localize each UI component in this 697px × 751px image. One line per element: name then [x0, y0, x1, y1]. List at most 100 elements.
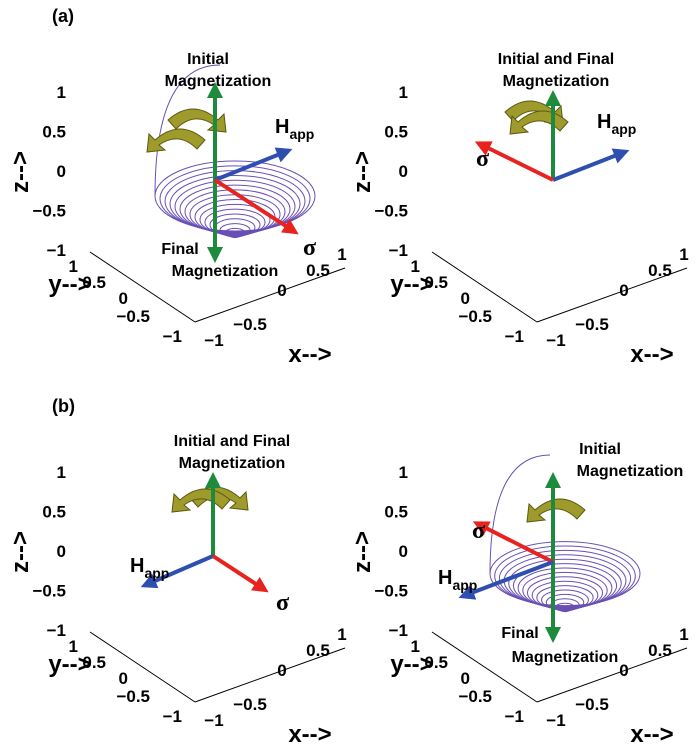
annotation: Final	[161, 241, 198, 258]
x-tick-label: 0.5	[306, 641, 330, 660]
y-tick-label: 0	[461, 669, 470, 688]
y-axis-label: y-->	[48, 271, 91, 298]
x-tick-label: −1	[546, 711, 565, 730]
y-tick-label: −1	[163, 707, 182, 726]
field-symbol: H	[130, 555, 144, 577]
z-tick-label: −1	[389, 621, 408, 640]
x-tick-label: −0.5	[233, 695, 267, 714]
field-label: Happ	[438, 567, 477, 593]
y-axis-label: y-->	[390, 651, 433, 678]
annotation: Final	[501, 625, 538, 642]
annotation: Initial	[579, 441, 621, 458]
z-tick-label: 0.5	[42, 123, 66, 142]
z-tick-label: −1	[47, 621, 66, 640]
x-tick-label: 0	[277, 281, 286, 300]
x-tick-label: −1	[204, 711, 223, 730]
x-tick-label: 0.5	[306, 261, 330, 280]
figure: (a)10.50−0.5−110.50−0.5−1−1−0.500.51z-->…	[0, 0, 697, 751]
y-tick-label: 0	[119, 669, 128, 688]
x-tick-label: 1	[679, 245, 688, 264]
z-tick-label: 1	[399, 83, 408, 102]
z-tick-label: −0.5	[374, 582, 408, 601]
vector-arrow	[482, 145, 553, 180]
stress-label: σ	[276, 590, 289, 616]
y-tick-label: −1	[505, 707, 524, 726]
z-axis-label: z-->	[7, 151, 34, 193]
z-tick-label: −0.5	[374, 202, 408, 221]
annotation: Initial and Final	[174, 433, 290, 450]
annotation: Initial and Final	[498, 51, 614, 68]
field-label: Happ	[130, 555, 169, 581]
x-tick-label: 0	[277, 661, 286, 680]
x-tick-label: 0.5	[648, 261, 672, 280]
x-tick-label: −1	[204, 331, 223, 350]
rotation-arrow	[147, 129, 205, 152]
stress-label: σ	[472, 518, 485, 544]
stress-label: σ	[303, 235, 316, 261]
vector-arrow	[466, 562, 553, 595]
x-tick-label: 0.5	[648, 641, 672, 660]
z-tick-label: −0.5	[32, 582, 66, 601]
x-axis-label: x-->	[288, 341, 331, 368]
y-tick-label: −0.5	[116, 687, 150, 706]
z-axis-label: z-->	[349, 531, 376, 573]
field-symbol: H	[275, 116, 289, 138]
z-tick-label: 0.5	[384, 503, 408, 522]
z-tick-label: 0	[399, 542, 408, 561]
x-axis-label: x-->	[630, 341, 673, 368]
annotation: Initial	[187, 51, 229, 68]
vector-arrow	[213, 556, 262, 588]
z-tick-label: −0.5	[32, 202, 66, 221]
x-axis-label: x-->	[630, 721, 673, 748]
rotation-arrow	[527, 499, 585, 522]
z-tick-label: 0.5	[42, 503, 66, 522]
rotation-arrow	[168, 109, 226, 132]
field-label: Happ	[275, 116, 314, 142]
x-tick-label: −0.5	[575, 695, 609, 714]
z-tick-label: 1	[57, 463, 66, 482]
field-symbol: H	[597, 111, 611, 133]
annotation: Magnetization	[165, 73, 272, 90]
x-axis-label: x-->	[288, 721, 331, 748]
y-tick-label: 0	[119, 289, 128, 308]
z-tick-label: −1	[47, 241, 66, 260]
field-subscript: app	[144, 565, 169, 581]
y-tick-label: −1	[505, 327, 524, 346]
y-axis-label: y-->	[48, 651, 91, 678]
field-symbol: H	[438, 567, 452, 589]
z-tick-label: 0	[57, 162, 66, 181]
x-tick-label: 1	[337, 625, 346, 644]
vector-arrow	[553, 153, 622, 180]
field-subscript: app	[289, 126, 314, 142]
annotation: Magnetization	[503, 73, 610, 90]
x-tick-label: −0.5	[233, 315, 267, 334]
x-tick-label: 1	[337, 245, 346, 264]
annotation: Magnetization	[512, 649, 619, 666]
y-tick-label: −0.5	[116, 307, 150, 326]
y-tick-label: −1	[163, 327, 182, 346]
z-axis-label: z-->	[7, 531, 34, 573]
y-axis-label: y-->	[390, 271, 433, 298]
annotation: Magnetization	[179, 455, 286, 472]
y-tick-label: −0.5	[458, 307, 492, 326]
x-tick-label: 0	[619, 661, 628, 680]
field-subscript: app	[611, 121, 636, 137]
z-tick-label: 0	[399, 162, 408, 181]
z-tick-label: 1	[399, 463, 408, 482]
panel-label: (a)	[52, 6, 74, 26]
z-tick-label: 1	[57, 83, 66, 102]
annotation: Magnetization	[172, 263, 279, 280]
field-subscript: app	[452, 577, 477, 593]
z-tick-label: 0	[57, 542, 66, 561]
annotation: Magnetization	[577, 463, 684, 480]
x-tick-label: −1	[546, 331, 565, 350]
z-tick-label: −1	[389, 241, 408, 260]
y-tick-label: −0.5	[458, 687, 492, 706]
z-tick-label: 0.5	[384, 123, 408, 142]
z-axis-label: z-->	[349, 151, 376, 193]
x-tick-label: 0	[619, 281, 628, 300]
field-label: Happ	[597, 111, 636, 137]
y-tick-label: 0	[461, 289, 470, 308]
stress-label: σ	[476, 146, 489, 172]
panel-label: (b)	[52, 396, 75, 416]
